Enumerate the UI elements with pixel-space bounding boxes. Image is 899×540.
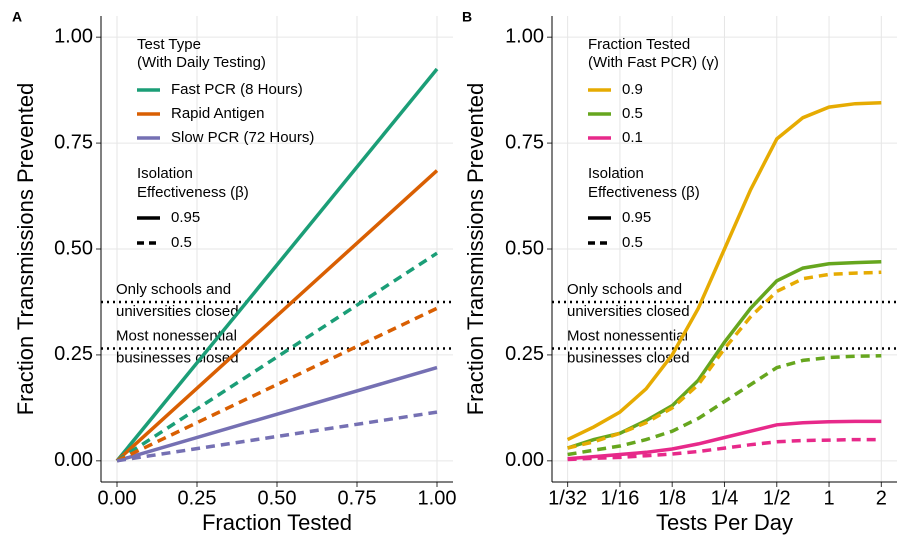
legend-label: 0.1 [622, 129, 643, 146]
x-tick-label: 2 [876, 487, 887, 509]
series-line [566, 101, 882, 442]
series-line [116, 251, 438, 463]
series-line [567, 419, 882, 461]
y-axis-title: Fraction Transmissions Prevented [13, 83, 38, 416]
legend-title: Effectiveness (β) [137, 184, 249, 201]
legend-label: 0.5 [622, 234, 643, 251]
series-line [115, 67, 439, 462]
y-tick-label: 0.75 [54, 131, 93, 153]
y-tick-label: 0.75 [505, 131, 544, 153]
legend-title: Test Type [137, 36, 201, 53]
legend-label: 0.95 [171, 209, 200, 226]
legend-title: Fraction Tested [588, 36, 690, 53]
y-tick-label: 0.00 [505, 449, 544, 471]
x-tick-label: 0.50 [258, 487, 297, 509]
series-line [567, 437, 882, 462]
annotation: businesses closed [567, 350, 690, 367]
x-tick-label: 1.00 [418, 487, 457, 509]
x-tick-label: 0.00 [98, 487, 137, 509]
annotation: Only schools and [116, 281, 231, 298]
x-tick-label: 1/16 [600, 487, 639, 509]
legend-label: 0.95 [622, 209, 651, 226]
x-tick-label: 1/8 [658, 487, 686, 509]
legend-title: (With Daily Testing) [137, 54, 266, 71]
series-line [115, 169, 439, 463]
x-axis-title: Fraction Tested [202, 510, 352, 535]
x-tick-label: 0.75 [338, 487, 377, 509]
legend-label: Slow PCR (72 Hours) [171, 129, 314, 146]
panel-label: A [12, 9, 22, 25]
y-tick-label: 1.00 [505, 25, 544, 47]
legend-title: (With Fast PCR) (γ) [588, 54, 719, 71]
legend-title: Effectiveness (β) [588, 184, 700, 201]
y-axis-title: Fraction Transmissions Prevented [463, 83, 488, 416]
legend-label: Fast PCR (8 Hours) [171, 81, 303, 98]
x-tick-label: 1/4 [711, 487, 739, 509]
series-line [567, 354, 882, 457]
annotation: Most nonessential [567, 328, 688, 345]
legend-label: 0.5 [171, 234, 192, 251]
annotation: universities closed [567, 303, 690, 320]
legend-title: Isolation [588, 165, 644, 182]
y-tick-label: 0.50 [505, 237, 544, 259]
annotation: businesses closed [116, 350, 239, 367]
x-tick-label: 1 [823, 487, 834, 509]
legend-label: 0.5 [622, 105, 643, 122]
legend-title: Isolation [137, 165, 193, 182]
y-tick-label: 0.50 [54, 237, 93, 259]
x-axis-title: Tests Per Day [656, 510, 793, 535]
x-tick-label: 1/32 [548, 487, 587, 509]
x-tick-label: 0.25 [178, 487, 217, 509]
legend-label: 0.9 [622, 81, 643, 98]
y-tick-label: 0.25 [505, 343, 544, 365]
legend-label: Rapid Antigen [171, 105, 264, 122]
x-tick-label: 1/2 [763, 487, 791, 509]
panel-label: B [462, 9, 472, 25]
series-line [116, 365, 438, 463]
y-tick-label: 1.00 [54, 25, 93, 47]
annotation: Only schools and [567, 281, 682, 298]
series-line [567, 259, 882, 450]
series-line [116, 410, 438, 463]
annotation: universities closed [116, 303, 239, 320]
y-tick-label: 0.00 [54, 449, 93, 471]
annotation: Most nonessential [116, 328, 237, 345]
y-tick-label: 0.25 [54, 343, 93, 365]
